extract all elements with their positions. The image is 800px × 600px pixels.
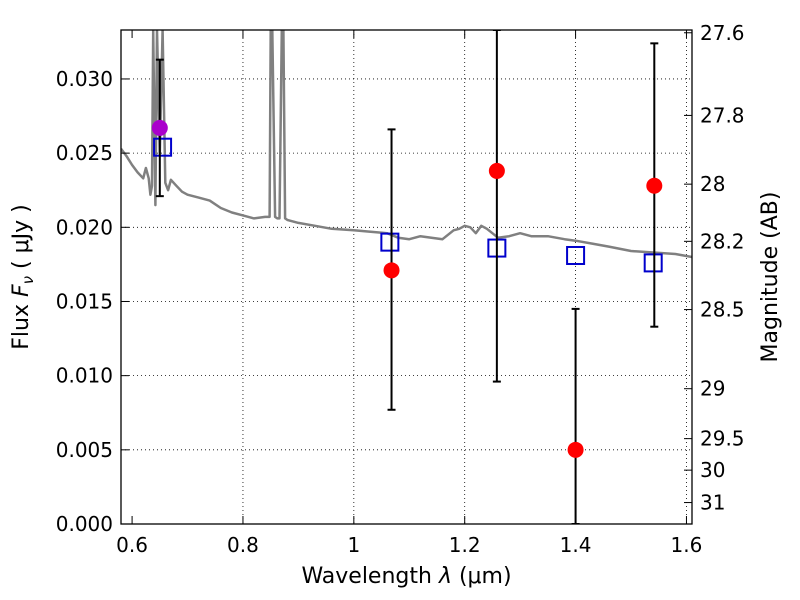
y-axis-title: Flux Fν ( μJy ) — [9, 204, 37, 349]
y2-tick-label: 30 — [700, 458, 725, 482]
y2-tick-label: 28 — [700, 172, 725, 196]
observed-point — [567, 441, 584, 458]
plot-frame — [120, 29, 693, 525]
y2-tick-label: 29.5 — [700, 427, 745, 451]
y-axis-title-part: ( μJy ) — [9, 204, 34, 276]
y-axis-title-part: Flux — [9, 297, 34, 350]
y-tick-label: 0.010 — [56, 364, 113, 388]
y-axis-title-part: F — [9, 284, 34, 297]
model-bandpass-marker — [566, 245, 586, 265]
plot-area — [121, 30, 692, 524]
x-tick-label: 1 — [347, 533, 360, 557]
x-axis-title-part: Wavelength — [301, 564, 439, 589]
x-tick-label: 1.2 — [449, 533, 481, 557]
x-axis-title-part: λ — [438, 564, 452, 589]
model-bandpass-marker — [153, 137, 173, 157]
y2-tick-label: 31 — [700, 491, 725, 515]
y-axis-title-part: ν — [19, 276, 37, 284]
observed-point — [488, 162, 505, 179]
x-tick-label: 1.4 — [560, 533, 592, 557]
model-bandpass-marker — [643, 253, 663, 273]
y-tick-label: 0.030 — [56, 67, 113, 91]
y2-tick-label: 28.5 — [700, 298, 745, 322]
x-tick-label: 0.6 — [116, 533, 148, 557]
y2-axis-title: Magnitude (AB) — [758, 192, 783, 363]
model-bandpass-marker — [380, 232, 400, 252]
ticks: 0.6 0.8 1 1.2 1.4 1.6 0.000 0.005 0.010 0.015 0.02… — [56, 21, 745, 557]
x-axis-title-part: (μm) — [452, 564, 512, 589]
y2-tick-label: 27.6 — [700, 21, 745, 45]
y2-tick-label: 27.8 — [700, 103, 745, 127]
y-tick-label: 0.025 — [56, 141, 113, 165]
x-tick-label: 0.8 — [227, 533, 259, 557]
model-spectrum-line — [121, 30, 692, 259]
observed-point — [646, 177, 663, 194]
y-tick-label: 0.000 — [56, 512, 113, 536]
y2-tick-label: 28.2 — [700, 229, 745, 253]
x-tick-label: 1.6 — [671, 533, 703, 557]
y-tick-label: 0.015 — [56, 289, 113, 313]
y-tick-label: 0.005 — [56, 438, 113, 462]
x-axis-title: Wavelength λ (μm) — [301, 564, 511, 589]
observed-point — [383, 262, 400, 279]
y2-tick-label: 29 — [700, 377, 725, 401]
observed-point — [151, 119, 168, 136]
y-tick-label: 0.020 — [56, 215, 113, 239]
